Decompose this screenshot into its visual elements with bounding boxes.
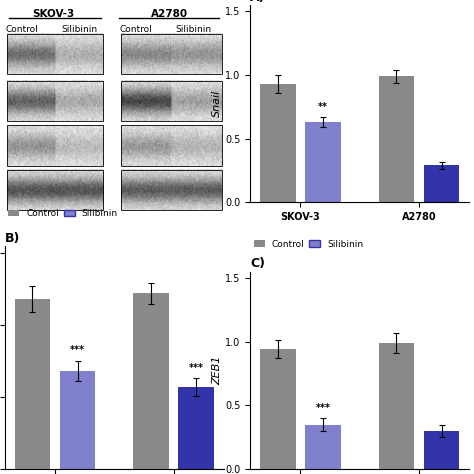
Text: C): C) (250, 257, 265, 271)
Bar (379, 76, 414, 202)
Bar (379, 343, 414, 469)
Bar (7, 81, 103, 121)
Bar (121, 125, 222, 165)
Bar (121, 34, 222, 74)
Bar (178, 387, 214, 469)
Bar (424, 431, 459, 469)
Bar (7, 125, 103, 165)
Legend: Control, Silibinin: Control, Silibinin (250, 236, 367, 252)
Bar (260, 349, 296, 469)
Y-axis label: Snail: Snail (212, 90, 222, 117)
Legend: Control, Silibinin: Control, Silibinin (5, 206, 121, 222)
Text: Silibinin: Silibinin (175, 25, 211, 34)
Text: A): A) (250, 0, 265, 4)
Text: Control: Control (6, 25, 39, 34)
Bar (260, 84, 296, 202)
Bar (305, 122, 341, 202)
Bar (121, 170, 222, 210)
Bar (133, 293, 169, 469)
Bar (15, 299, 50, 469)
Bar (121, 81, 222, 121)
Text: **: ** (318, 102, 328, 112)
Text: B): B) (5, 232, 20, 245)
Text: A2780: A2780 (151, 9, 188, 19)
Text: SKOV-3: SKOV-3 (32, 9, 74, 19)
Text: Silibinin: Silibinin (61, 25, 97, 34)
Text: Control: Control (120, 25, 153, 34)
Text: ***: *** (189, 363, 204, 373)
Y-axis label: ZEB1: ZEB1 (212, 356, 222, 385)
Bar (305, 425, 341, 469)
Bar (424, 165, 459, 202)
Bar (7, 34, 103, 74)
Bar (60, 371, 95, 469)
Bar (7, 170, 103, 210)
Text: ***: *** (70, 346, 85, 356)
Text: ***: *** (316, 403, 330, 413)
